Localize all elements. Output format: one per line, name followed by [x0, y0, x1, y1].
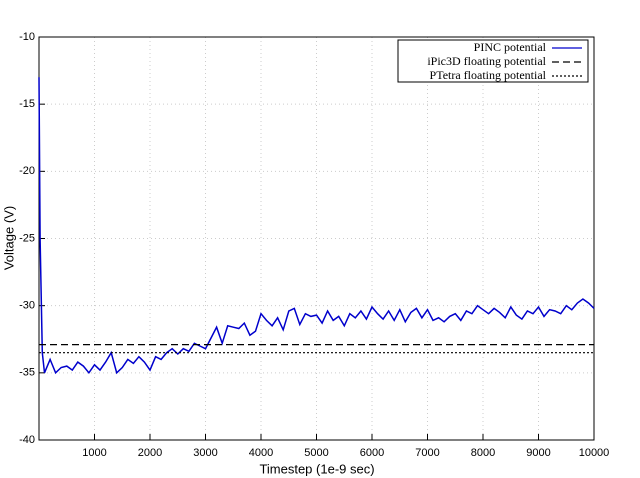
x-tick-label: 6000 — [360, 447, 384, 459]
x-tick-label: 4000 — [249, 447, 273, 459]
y-tick-label: -30 — [19, 300, 35, 312]
x-tick-label: 9000 — [526, 447, 550, 459]
x-axis-label: Timestep (1e-9 sec) — [259, 461, 374, 476]
y-tick-label: -40 — [19, 434, 35, 446]
x-tick-label: 3000 — [193, 447, 217, 459]
x-tick-label: 2000 — [138, 447, 162, 459]
y-tick-label: -15 — [19, 98, 35, 110]
x-tick-label: 10000 — [579, 447, 610, 459]
x-tick-label: 1000 — [82, 447, 106, 459]
y-axis-label: Voltage (V) — [1, 206, 16, 270]
legend-box — [397, 39, 589, 83]
x-tick-label: 8000 — [471, 447, 495, 459]
legend-label: PTetra floating potential — [430, 68, 547, 82]
y-tick-label: -20 — [19, 165, 35, 177]
x-tick-label: 5000 — [304, 447, 328, 459]
y-tick-label: -35 — [19, 367, 35, 379]
legend-label: PINC potential — [474, 40, 547, 54]
y-tick-label: -10 — [19, 31, 35, 43]
x-tick-label: 7000 — [415, 447, 439, 459]
y-tick-label: -25 — [19, 232, 35, 244]
plot-frame — [38, 36, 595, 441]
legend-label: iPic3D floating potential — [427, 54, 546, 68]
series-line — [38, 77, 595, 375]
